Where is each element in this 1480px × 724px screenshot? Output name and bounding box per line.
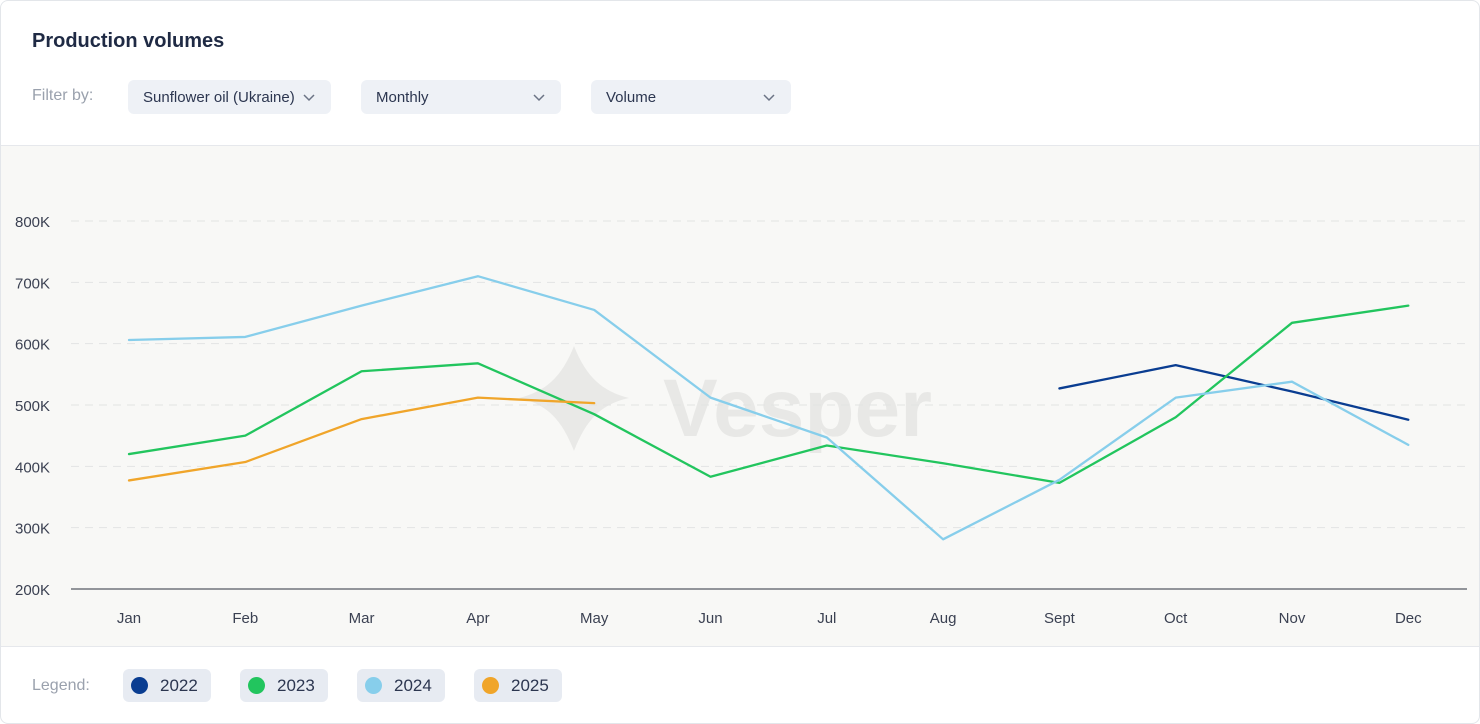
series: [127, 275, 1410, 541]
x-tick-label: Sept: [1044, 610, 1076, 627]
y-tick-label: 700K: [15, 275, 50, 292]
watermark-text: Vesper: [663, 363, 932, 454]
period-dropdown[interactable]: Monthly: [361, 80, 561, 114]
legend-dot-icon: [482, 677, 499, 694]
watermark: Vesper: [519, 346, 932, 454]
series-line-2022: [1058, 363, 1410, 421]
legend-item-label: 2024: [394, 675, 432, 695]
legend-item-2024[interactable]: 2024: [357, 669, 445, 702]
chevron-down-icon: [533, 94, 545, 102]
x-tick-label: Dec: [1395, 610, 1422, 627]
y-axis: 200K 300K 400K 500K 600K 700K 800K: [15, 214, 50, 599]
product-dropdown[interactable]: Sunflower oil (Ukraine): [128, 80, 331, 114]
series-line-2024: [127, 275, 1410, 541]
legend-item-2025[interactable]: 2025: [474, 669, 562, 702]
legend-item-2023[interactable]: 2023: [240, 669, 328, 702]
y-tick-label: 800K: [15, 214, 50, 231]
chart-area: Vesper 200K 300K 400K 500K 600K 700K 800K Jan F…: [1, 145, 1479, 647]
y-tick-label: 400K: [15, 459, 50, 476]
series-line-2025: [127, 396, 596, 482]
x-tick-label: Feb: [232, 610, 258, 627]
period-dropdown-value: Monthly: [376, 88, 429, 106]
legend-dot-icon: [248, 677, 265, 694]
series-line-2023: [127, 304, 1410, 485]
chevron-down-icon: [303, 94, 315, 102]
grid: [71, 220, 1467, 590]
line-chart: Vesper 200K 300K 400K 500K 600K 700K 800K Jan F…: [15, 214, 1467, 627]
legend-item-2022[interactable]: 2022: [123, 669, 211, 702]
y-tick-label: 300K: [15, 521, 50, 538]
y-tick-label: 500K: [15, 398, 50, 415]
metric-dropdown[interactable]: Volume: [591, 80, 791, 114]
legend-dot-icon: [365, 677, 382, 694]
metric-dropdown-value: Volume: [606, 88, 657, 106]
filter-label: Filter by:: [32, 87, 94, 104]
x-tick-label: Jun: [698, 610, 722, 627]
x-tick-label: Jul: [817, 610, 836, 627]
y-tick-label: 200K: [15, 582, 50, 599]
legend-label: Legend:: [32, 677, 90, 694]
x-tick-label: Oct: [1164, 610, 1188, 627]
chevron-down-icon: [763, 94, 775, 102]
x-tick-label: May: [580, 610, 609, 627]
x-tick-label: Mar: [349, 610, 375, 627]
x-tick-label: Jan: [117, 610, 141, 627]
legend-item-label: 2023: [277, 675, 315, 695]
page-title: Production volumes: [32, 30, 225, 52]
x-tick-label: Apr: [466, 610, 489, 627]
x-axis: Jan Feb Mar Apr May Jun Jul Aug Sept Oct Nov Dec: [117, 610, 1422, 627]
x-tick-label: Nov: [1279, 610, 1306, 627]
x-tick-label: Aug: [930, 610, 957, 627]
y-tick-label: 600K: [15, 337, 50, 354]
legend-item-label: 2022: [160, 675, 198, 695]
legend-item-label: 2025: [511, 675, 549, 695]
legend-dot-icon: [131, 677, 148, 694]
product-dropdown-value: Sunflower oil (Ukraine): [143, 88, 295, 106]
